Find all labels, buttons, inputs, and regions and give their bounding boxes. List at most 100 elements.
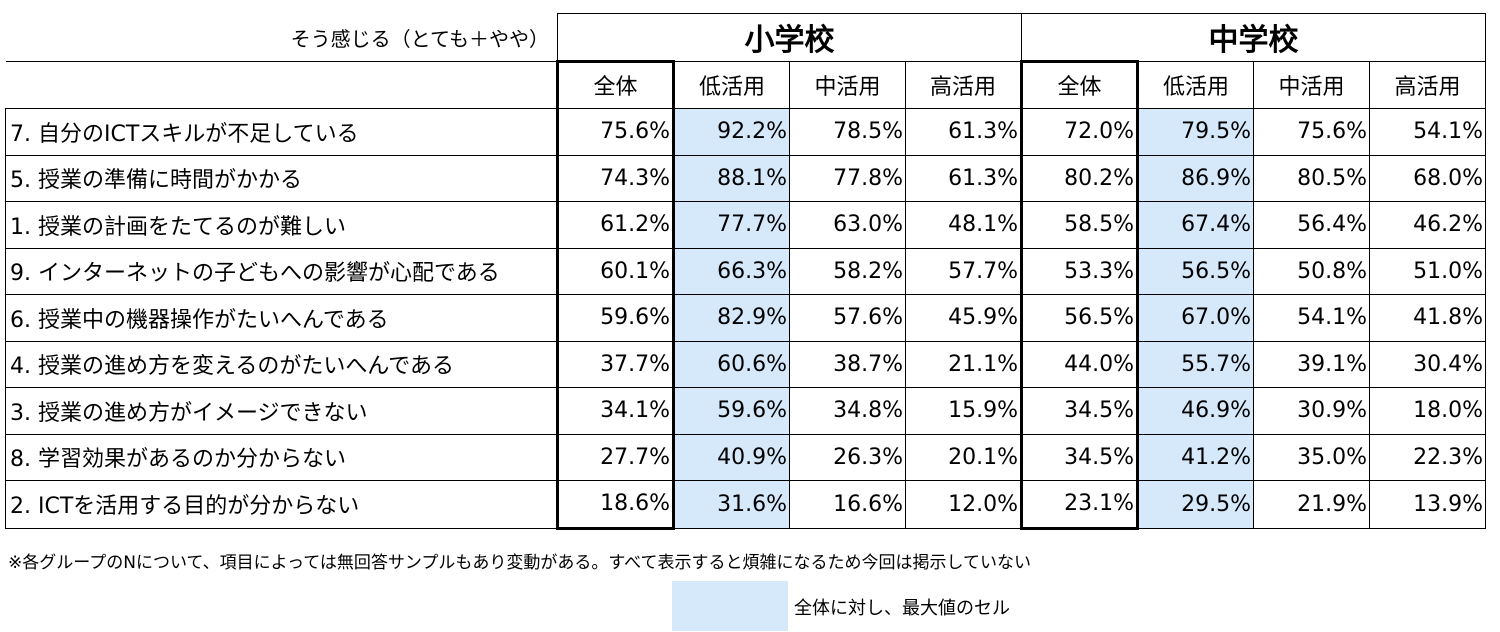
- table-cell: 77.8%: [789, 154, 906, 202]
- table-cell: 29.5%: [1137, 480, 1254, 529]
- table-cell: 30.9%: [1253, 387, 1370, 435]
- table-cell: 61.3%: [905, 108, 1022, 156]
- data-table: そう感じる（とても＋やや） 小学校 中学校 全体 低活用 中活用 高活用 全体 低活用 中活用 高活…: [5, 13, 1486, 530]
- table-row: 9. インターネットの子どもへの影響が心配である 60.1% 66.3% 58.2% 5…: [5, 247, 1486, 295]
- row-label: 1. 授業の計画をたてるのが難しい: [5, 201, 558, 249]
- footnote: ※各グループのNについて、項目によっては無回答サンプルもあり変動がある。すべて表…: [8, 553, 1031, 573]
- table-cell: 15.9%: [905, 387, 1022, 435]
- table-cell: 74.3%: [556, 154, 675, 202]
- table-cell: 56.4%: [1253, 201, 1370, 249]
- table-cell: 40.9%: [673, 433, 790, 481]
- table-cell: 46.9%: [1137, 387, 1254, 435]
- table-cell: 21.9%: [1253, 480, 1370, 529]
- table-cell: 56.5%: [1137, 247, 1254, 295]
- table-cell: 54.1%: [1253, 294, 1370, 342]
- school-header: 小学校: [557, 13, 1022, 62]
- column-header: 中活用: [1253, 60, 1370, 109]
- table-cell: 53.3%: [1020, 247, 1139, 295]
- row-label: 8. 学習効果があるのか分からない: [5, 433, 558, 481]
- column-header: 全体: [1020, 59, 1139, 109]
- table-cell: 48.1%: [905, 201, 1022, 249]
- table-cell: 72.0%: [1020, 108, 1139, 156]
- table-cell: 86.9%: [1137, 154, 1254, 202]
- table-row: 1. 授業の計画をたてるのが難しい 61.2% 77.7% 63.0% 48.1% 58.…: [5, 201, 1486, 249]
- table-cell: 45.9%: [905, 294, 1022, 342]
- table-cell: 59.6%: [673, 387, 790, 435]
- corner-label: そう感じる（とても＋やや）: [5, 13, 558, 62]
- header-row-columns: 全体 低活用 中活用 高活用 全体 低活用 中活用 高活用: [5, 59, 1486, 109]
- table-cell: 55.7%: [1137, 340, 1254, 388]
- table-cell: 41.8%: [1369, 294, 1486, 342]
- table-cell: 88.1%: [673, 154, 790, 202]
- table-cell: 56.5%: [1020, 294, 1139, 342]
- column-header: 低活用: [1137, 60, 1254, 109]
- table-cell: 23.1%: [1020, 480, 1139, 530]
- header-spacer: [5, 61, 558, 109]
- table-body: そう感じる（とても＋やや） 小学校 中学校 全体 低活用 中活用 高活用 全体 低活用 中活用 高活…: [5, 13, 1486, 530]
- table-cell: 21.1%: [905, 340, 1022, 388]
- table-cell: 80.5%: [1253, 154, 1370, 202]
- table-cell: 31.6%: [673, 480, 790, 529]
- table-cell: 39.1%: [1253, 340, 1370, 388]
- table-row: 2. ICTを活用する目的が分からない 18.6% 31.6% 16.6% 12.0% 2…: [5, 480, 1486, 530]
- row-label: 2. ICTを活用する目的が分からない: [5, 480, 558, 529]
- table-row: 6. 授業中の機器操作がたいへんである 59.6% 82.9% 57.6% 45.9% 5…: [5, 294, 1486, 342]
- table-cell: 75.6%: [556, 108, 675, 156]
- table-cell: 80.2%: [1020, 154, 1139, 202]
- row-label: 5. 授業の準備に時間がかかる: [5, 154, 558, 202]
- table-cell: 35.0%: [1253, 433, 1370, 481]
- legend-swatch: [672, 581, 788, 631]
- table-cell: 34.5%: [1020, 433, 1139, 481]
- table-cell: 37.7%: [556, 340, 675, 388]
- table-cell: 26.3%: [789, 433, 906, 481]
- table-cell: 60.1%: [556, 247, 675, 295]
- column-header: 高活用: [905, 60, 1022, 109]
- table-row: 5. 授業の準備に時間がかかる 74.3% 88.1% 77.8% 61.3% 80.2%…: [5, 154, 1486, 202]
- table-cell: 61.2%: [556, 201, 675, 249]
- header-row-schools: そう感じる（とても＋やや） 小学校 中学校: [5, 13, 1486, 62]
- table-cell: 58.2%: [789, 247, 906, 295]
- row-label: 3. 授業の進め方がイメージできない: [5, 387, 558, 435]
- table-cell: 18.0%: [1369, 387, 1486, 435]
- school-header: 中学校: [1021, 13, 1486, 62]
- table-row: 8. 学習効果があるのか分からない 27.7% 40.9% 26.3% 20.1% 34.…: [5, 433, 1486, 481]
- table-cell: 16.6%: [789, 480, 906, 529]
- table-cell: 18.6%: [556, 480, 675, 530]
- table-cell: 50.8%: [1253, 247, 1370, 295]
- table-row: 7. 自分のICTスキルが不足している 75.6% 92.2% 78.5% 61.3% 7…: [5, 108, 1486, 156]
- table-cell: 67.0%: [1137, 294, 1254, 342]
- table-cell: 63.0%: [789, 201, 906, 249]
- row-label: 7. 自分のICTスキルが不足している: [5, 108, 558, 156]
- table-cell: 78.5%: [789, 108, 906, 156]
- table-cell: 44.0%: [1020, 340, 1139, 388]
- column-header: 高活用: [1369, 60, 1486, 109]
- table-cell: 54.1%: [1369, 108, 1486, 156]
- table-cell: 82.9%: [673, 294, 790, 342]
- table-cell: 79.5%: [1137, 108, 1254, 156]
- table-cell: 22.3%: [1369, 433, 1486, 481]
- table-cell: 34.1%: [556, 387, 675, 435]
- table-cell: 66.3%: [673, 247, 790, 295]
- table-cell: 58.5%: [1020, 201, 1139, 249]
- table-cell: 46.2%: [1369, 201, 1486, 249]
- table-cell: 51.0%: [1369, 247, 1486, 295]
- column-header: 低活用: [673, 60, 790, 109]
- table-cell: 59.6%: [556, 294, 675, 342]
- table-cell: 30.4%: [1369, 340, 1486, 388]
- table-cell: 60.6%: [673, 340, 790, 388]
- table-cell: 38.7%: [789, 340, 906, 388]
- table-cell: 77.7%: [673, 201, 790, 249]
- table-cell: 34.5%: [1020, 387, 1139, 435]
- table-cell: 61.3%: [905, 154, 1022, 202]
- table-cell: 34.8%: [789, 387, 906, 435]
- row-label: 9. インターネットの子どもへの影響が心配である: [5, 247, 558, 295]
- table-cell: 57.6%: [789, 294, 906, 342]
- table-cell: 57.7%: [905, 247, 1022, 295]
- row-label: 6. 授業中の機器操作がたいへんである: [5, 294, 558, 342]
- column-header: 中活用: [789, 60, 906, 109]
- table-cell: 68.0%: [1369, 154, 1486, 202]
- row-label: 4. 授業の進め方を変えるのがたいへんである: [5, 340, 558, 388]
- table-cell: 67.4%: [1137, 201, 1254, 249]
- table-cell: 41.2%: [1137, 433, 1254, 481]
- legend-label: 全体に対し、最大値のセル: [794, 598, 1010, 619]
